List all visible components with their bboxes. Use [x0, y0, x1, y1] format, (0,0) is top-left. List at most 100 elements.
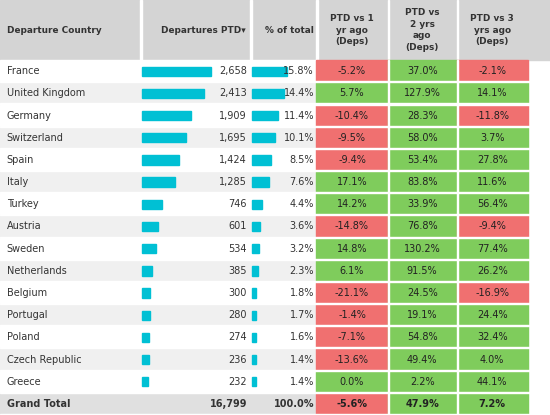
Text: 236: 236: [228, 354, 247, 364]
Bar: [456, 260, 458, 282]
Text: 2,413: 2,413: [219, 88, 247, 98]
Text: Greece: Greece: [7, 377, 41, 387]
Text: PTD vs 3
yrs ago
(Deps): PTD vs 3 yrs ago (Deps): [470, 14, 514, 46]
Bar: [456, 304, 528, 326]
Bar: [388, 127, 456, 149]
Text: 76.8%: 76.8%: [407, 222, 437, 232]
Bar: [456, 171, 458, 193]
Bar: [140, 0, 142, 60]
Bar: [456, 393, 458, 415]
Text: 5.7%: 5.7%: [340, 88, 364, 98]
Bar: [142, 222, 158, 231]
Text: -16.9%: -16.9%: [475, 288, 509, 298]
Bar: [0, 193, 316, 215]
Bar: [388, 60, 456, 82]
Bar: [142, 133, 186, 142]
Bar: [142, 155, 179, 165]
Bar: [142, 200, 162, 209]
Bar: [456, 237, 458, 260]
Bar: [0, 215, 316, 237]
Bar: [316, 149, 388, 171]
Text: Netherlands: Netherlands: [7, 266, 67, 276]
Text: 6.1%: 6.1%: [340, 266, 364, 276]
Bar: [316, 371, 388, 393]
Bar: [252, 200, 262, 209]
Bar: [388, 105, 389, 127]
Bar: [252, 178, 269, 187]
Bar: [388, 260, 389, 282]
Bar: [0, 347, 550, 349]
Text: 10.1%: 10.1%: [284, 133, 314, 143]
Bar: [0, 171, 316, 193]
Bar: [0, 392, 550, 393]
Text: -1.4%: -1.4%: [338, 310, 366, 320]
Text: 1.8%: 1.8%: [290, 288, 314, 298]
Text: 0.0%: 0.0%: [340, 377, 364, 387]
Text: 2.2%: 2.2%: [410, 377, 434, 387]
Bar: [388, 60, 389, 82]
Bar: [0, 303, 550, 304]
Bar: [316, 260, 388, 282]
Bar: [316, 171, 388, 193]
Bar: [316, 215, 388, 237]
Text: 19.1%: 19.1%: [407, 310, 437, 320]
Bar: [456, 105, 528, 127]
Bar: [0, 326, 316, 349]
Bar: [0, 127, 316, 149]
Bar: [252, 266, 257, 276]
Text: -5.2%: -5.2%: [338, 66, 366, 76]
Text: Belgium: Belgium: [7, 288, 47, 298]
Bar: [456, 60, 458, 82]
Text: Austria: Austria: [7, 222, 41, 232]
Bar: [456, 171, 528, 193]
Bar: [252, 133, 274, 142]
Bar: [0, 259, 550, 260]
Bar: [388, 105, 456, 127]
Bar: [388, 82, 456, 105]
Text: 3.7%: 3.7%: [480, 133, 504, 143]
Bar: [388, 304, 389, 326]
Text: Sweden: Sweden: [7, 244, 45, 254]
Text: -21.1%: -21.1%: [335, 288, 369, 298]
Text: 1,909: 1,909: [219, 111, 247, 121]
Text: 77.4%: 77.4%: [477, 244, 508, 254]
Text: -11.8%: -11.8%: [475, 111, 509, 121]
Bar: [0, 325, 550, 326]
Text: Spain: Spain: [7, 155, 34, 165]
Text: 4.0%: 4.0%: [480, 354, 504, 364]
Bar: [142, 333, 150, 342]
Bar: [252, 333, 256, 342]
Bar: [456, 127, 528, 149]
Text: 385: 385: [228, 266, 247, 276]
Text: 746: 746: [228, 199, 247, 209]
Text: -5.6%: -5.6%: [337, 399, 367, 409]
Text: United Kingdom: United Kingdom: [7, 88, 85, 98]
Bar: [388, 127, 389, 149]
Bar: [456, 326, 458, 349]
Bar: [456, 193, 458, 215]
Text: % of total: % of total: [265, 26, 314, 34]
Text: 100.0%: 100.0%: [273, 399, 314, 409]
Bar: [0, 149, 316, 171]
Bar: [456, 127, 458, 149]
Text: Poland: Poland: [7, 332, 39, 342]
Text: -10.4%: -10.4%: [335, 111, 369, 121]
Text: Portugal: Portugal: [7, 310, 47, 320]
Bar: [388, 193, 456, 215]
Bar: [316, 127, 388, 149]
Bar: [0, 237, 316, 260]
Text: Departures PTD▾: Departures PTD▾: [161, 26, 246, 34]
Bar: [388, 215, 389, 237]
Bar: [456, 215, 528, 237]
Text: 130.2%: 130.2%: [404, 244, 441, 254]
Bar: [388, 371, 456, 393]
Bar: [252, 66, 287, 76]
Bar: [252, 111, 278, 120]
Bar: [142, 89, 205, 98]
Bar: [388, 171, 389, 193]
Bar: [142, 266, 152, 276]
Text: 14.2%: 14.2%: [337, 199, 367, 209]
Text: -9.4%: -9.4%: [338, 155, 366, 165]
Text: 1.4%: 1.4%: [290, 354, 314, 364]
Text: 274: 274: [228, 332, 247, 342]
